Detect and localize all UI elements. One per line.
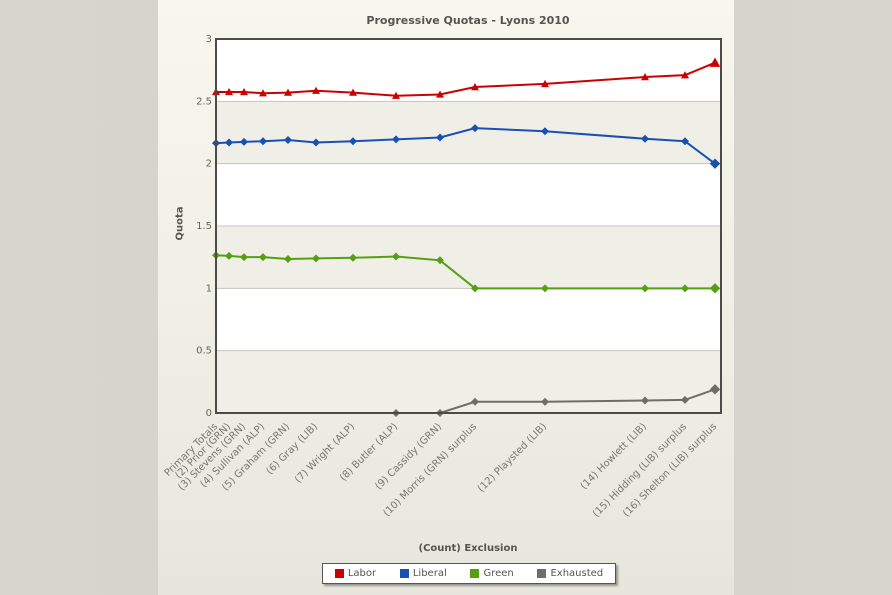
triangle-marker-icon (709, 57, 721, 67)
legend-label: Liberal (412, 568, 447, 579)
y-tick-label: 1 (206, 283, 212, 294)
diamond-marker-icon (240, 137, 248, 146)
diamond-marker-icon (541, 284, 549, 293)
triangle-marker-icon (284, 88, 292, 96)
diamond-marker-icon (681, 284, 689, 293)
triangle-marker-icon (436, 90, 444, 98)
diamond-marker-icon (436, 133, 444, 142)
series-labor (212, 57, 721, 99)
legend-item-liberal[interactable]: Liberal (399, 568, 447, 579)
x-tick-label: (12) Playsted (LIB) (476, 421, 549, 494)
triangle-marker-icon (641, 73, 649, 81)
triangle-marker-icon (312, 86, 320, 94)
diamond-marker-icon (225, 251, 233, 260)
series-liberal (212, 124, 721, 169)
triangle-marker-icon (392, 91, 400, 99)
legend-label: Green (483, 568, 514, 579)
diamond-marker-icon (392, 252, 400, 261)
diamond-marker-icon (240, 253, 248, 262)
y-tick-label: 0.5 (196, 346, 212, 357)
legend-swatch-icon (399, 569, 409, 578)
legend-label: Labor (347, 568, 377, 579)
diamond-marker-icon (349, 137, 357, 146)
legend-swatch-icon (537, 569, 547, 578)
diamond-marker-icon (436, 256, 444, 265)
series-line (216, 61, 716, 97)
diamond-marker-icon (312, 138, 320, 147)
plot-band (216, 288, 721, 351)
diamond-marker-icon (259, 253, 267, 262)
diamond-marker-icon (641, 134, 649, 143)
y-tick-label: 1.5 (196, 221, 212, 232)
chart-title: Progressive Quotas - Lyons 2010 (366, 14, 570, 27)
y-tick-label: 2.5 (196, 96, 212, 107)
diamond-marker-icon (471, 397, 479, 406)
plot-band (216, 101, 721, 164)
legend-item-labor[interactable]: Labor (334, 568, 377, 579)
triangle-marker-icon (225, 87, 233, 96)
triangle-marker-icon (349, 88, 357, 96)
y-tick-label: 0 (206, 408, 212, 419)
diamond-marker-icon (349, 253, 357, 262)
diamond-marker-icon (312, 254, 320, 263)
x-tick-label: (14) Howlett (LIB) (579, 421, 650, 492)
diamond-marker-icon (259, 137, 267, 146)
legend: Labor Liberal Green Exhausted (322, 563, 616, 584)
diamond-marker-icon (284, 135, 292, 144)
diamond-marker-icon (284, 255, 292, 264)
triangle-marker-icon (471, 82, 479, 91)
diamond-marker-icon (392, 135, 400, 144)
diamond-marker-icon (709, 158, 721, 169)
diamond-marker-icon (641, 284, 649, 293)
diamond-marker-icon (471, 124, 479, 133)
legend-item-exhausted[interactable]: Exhausted (537, 568, 603, 579)
y-tick-label: 3 (206, 34, 212, 45)
triangle-marker-icon (259, 89, 267, 97)
triangle-marker-icon (541, 79, 549, 88)
diamond-marker-icon (471, 284, 479, 293)
x-axis-title: (Count) Exclusion (418, 543, 518, 554)
diamond-marker-icon (541, 127, 549, 136)
legend-swatch-icon (334, 569, 344, 578)
triangle-marker-icon (240, 87, 248, 96)
plot-band (216, 226, 721, 289)
series-green (212, 251, 721, 294)
diamond-marker-icon (681, 137, 689, 146)
diamond-marker-icon (641, 396, 649, 405)
y-tick-label: 2 (206, 159, 212, 170)
plot-band (216, 350, 721, 413)
legend-swatch-icon (470, 569, 480, 578)
legend-label: Exhausted (550, 568, 604, 579)
diamond-marker-icon (681, 395, 689, 404)
diamond-marker-icon (709, 283, 721, 294)
plot-border (215, 38, 722, 414)
plot-band (216, 163, 721, 226)
triangle-marker-icon (681, 71, 689, 79)
diamond-marker-icon (709, 384, 721, 395)
diamond-marker-icon (541, 397, 549, 406)
legend-item-green[interactable]: Green (470, 568, 514, 579)
diamond-marker-icon (225, 138, 233, 147)
